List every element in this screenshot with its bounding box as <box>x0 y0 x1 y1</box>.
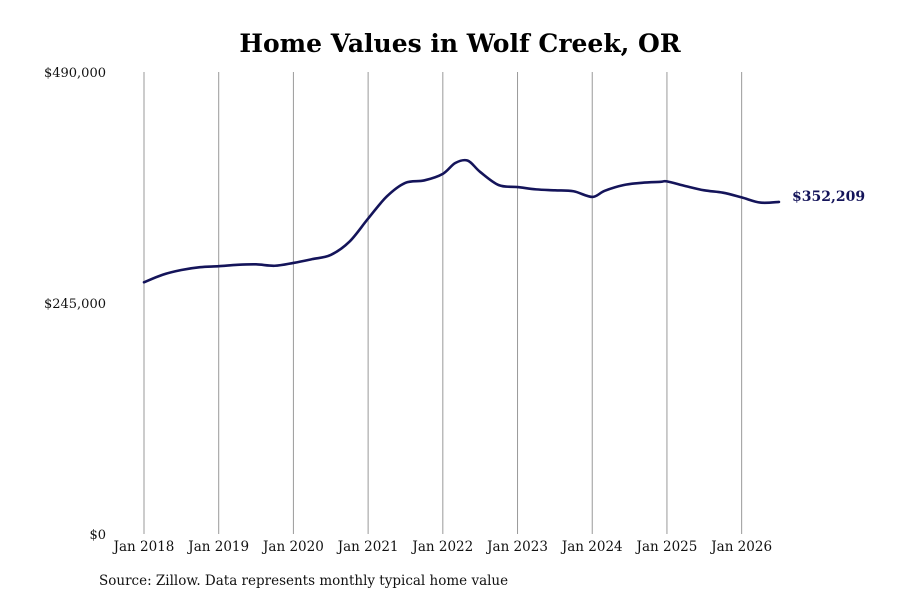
x-axis-ticks: Jan 2018 Jan 2019 Jan 2020 Jan 2021 Jan 2022… <box>112 539 772 555</box>
x-tick-label: Jan 2023 <box>485 539 548 555</box>
x-tick-label: Jan 2018 <box>112 539 175 555</box>
x-tick-label: Jan 2021 <box>336 539 399 555</box>
x-tick-label: Jan 2025 <box>635 539 698 555</box>
y-tick-label: $0 <box>89 528 106 543</box>
y-axis-ticks: $0 $245,000 $490,000 <box>44 66 106 543</box>
x-tick-label: Jan 2019 <box>186 539 249 555</box>
x-tick-label: Jan 2024 <box>560 539 623 555</box>
x-tick-label: Jan 2026 <box>709 539 772 555</box>
last-value-label: $352,209 <box>792 189 865 205</box>
source-note: Source: Zillow. Data represents monthly … <box>99 573 509 589</box>
y-tick-label: $490,000 <box>44 66 106 81</box>
x-tick-label: Jan 2020 <box>261 539 324 555</box>
home-value-line <box>142 158 781 284</box>
x-tick-label: Jan 2022 <box>410 539 473 555</box>
chart-title: Home Values in Wolf Creek, OR <box>239 29 680 58</box>
gridlines <box>143 72 743 534</box>
y-tick-label: $245,000 <box>44 297 106 312</box>
